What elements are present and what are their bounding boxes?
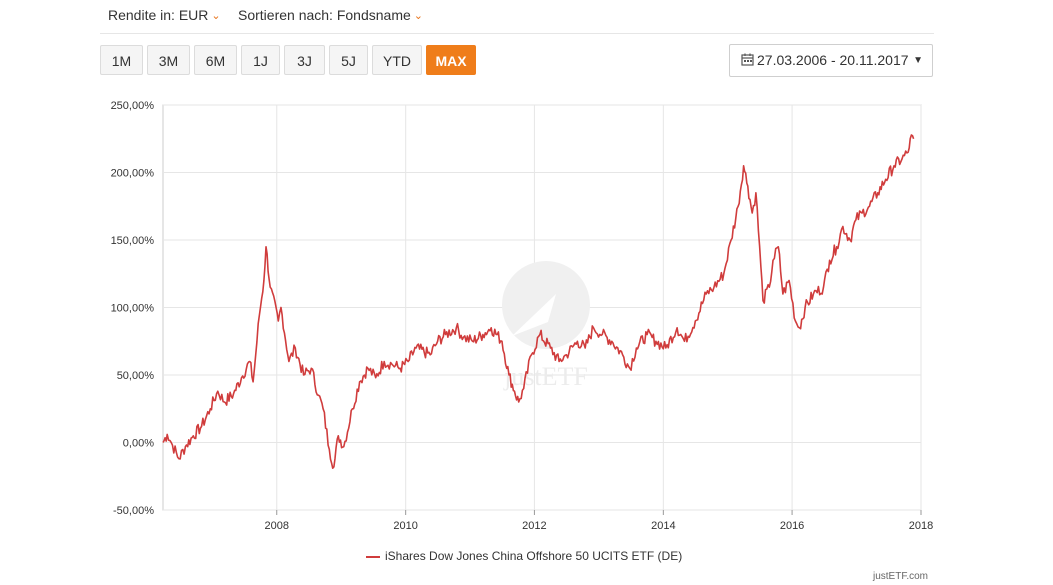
y-axis: -50,00% 0,00% 50,00% 100,00% 150,00% 200,00% 2…	[111, 100, 155, 517]
x-tick-label: 2012	[522, 520, 546, 532]
period-button-1m[interactable]: 1M	[100, 45, 143, 75]
y-tick-label: 150,00%	[111, 235, 155, 247]
period-button-max[interactable]: MAX	[426, 45, 476, 75]
period-button-3m[interactable]: 3M	[147, 45, 190, 75]
x-tick-label: 2016	[780, 520, 804, 532]
calendar-icon	[741, 53, 754, 66]
y-tick-label: 200,00%	[111, 168, 155, 180]
period-button-1j[interactable]: 1J	[241, 45, 280, 75]
period-button-3j[interactable]: 3J	[284, 45, 325, 75]
top-toolbar: Rendite in: EUR ⌄ Sortieren nach: Fondsna…	[100, 0, 934, 34]
x-tick-label: 2008	[265, 520, 289, 532]
y-tick-label: 50,00%	[117, 370, 155, 382]
x-tick-label: 2018	[909, 520, 933, 532]
caret-down-icon: ▼	[913, 55, 923, 66]
watermark: justETF	[502, 261, 590, 391]
x-tick-label: 2014	[651, 520, 675, 532]
period-button-ytd[interactable]: YTD	[372, 45, 422, 75]
watermark-text: justETF	[503, 362, 588, 391]
legend-label: iShares Dow Jones China Offshore 50 UCIT…	[385, 549, 683, 563]
period-button-5j[interactable]: 5J	[329, 45, 368, 75]
sort-select[interactable]: Sortieren nach: Fondsname ⌄	[238, 7, 423, 23]
y-tick-label: 100,00%	[111, 303, 155, 315]
date-range-label: 27.03.2006 - 20.11.2017	[757, 52, 909, 68]
rendite-currency-select[interactable]: Rendite in: EUR ⌄	[108, 7, 221, 23]
x-axis: 2008 2010 2012 2014 2016 2018	[265, 510, 933, 532]
chevron-down-icon: ⌄	[211, 10, 221, 22]
chevron-down-icon: ⌄	[413, 10, 423, 22]
sort-label: Sortieren nach: Fondsname	[238, 7, 411, 23]
y-tick-label: -50,00%	[113, 505, 154, 517]
date-range-picker[interactable]: 27.03.2006 - 20.11.2017 ▼	[729, 44, 933, 77]
legend-swatch	[366, 555, 380, 558]
series-line	[162, 134, 915, 469]
y-tick-label: 0,00%	[123, 438, 154, 450]
y-tick-label: 250,00%	[111, 100, 155, 112]
rendite-label: Rendite in: EUR	[108, 7, 209, 23]
chart-legend[interactable]: iShares Dow Jones China Offshore 50 UCIT…	[366, 549, 682, 563]
credit-text: justETF.com	[873, 571, 929, 582]
performance-chart: justETF -50,00% 0,00% 50,00% 100,00% 150,00%…	[111, 100, 934, 532]
period-button-6m[interactable]: 6M	[194, 45, 237, 75]
x-tick-label: 2010	[393, 520, 417, 532]
